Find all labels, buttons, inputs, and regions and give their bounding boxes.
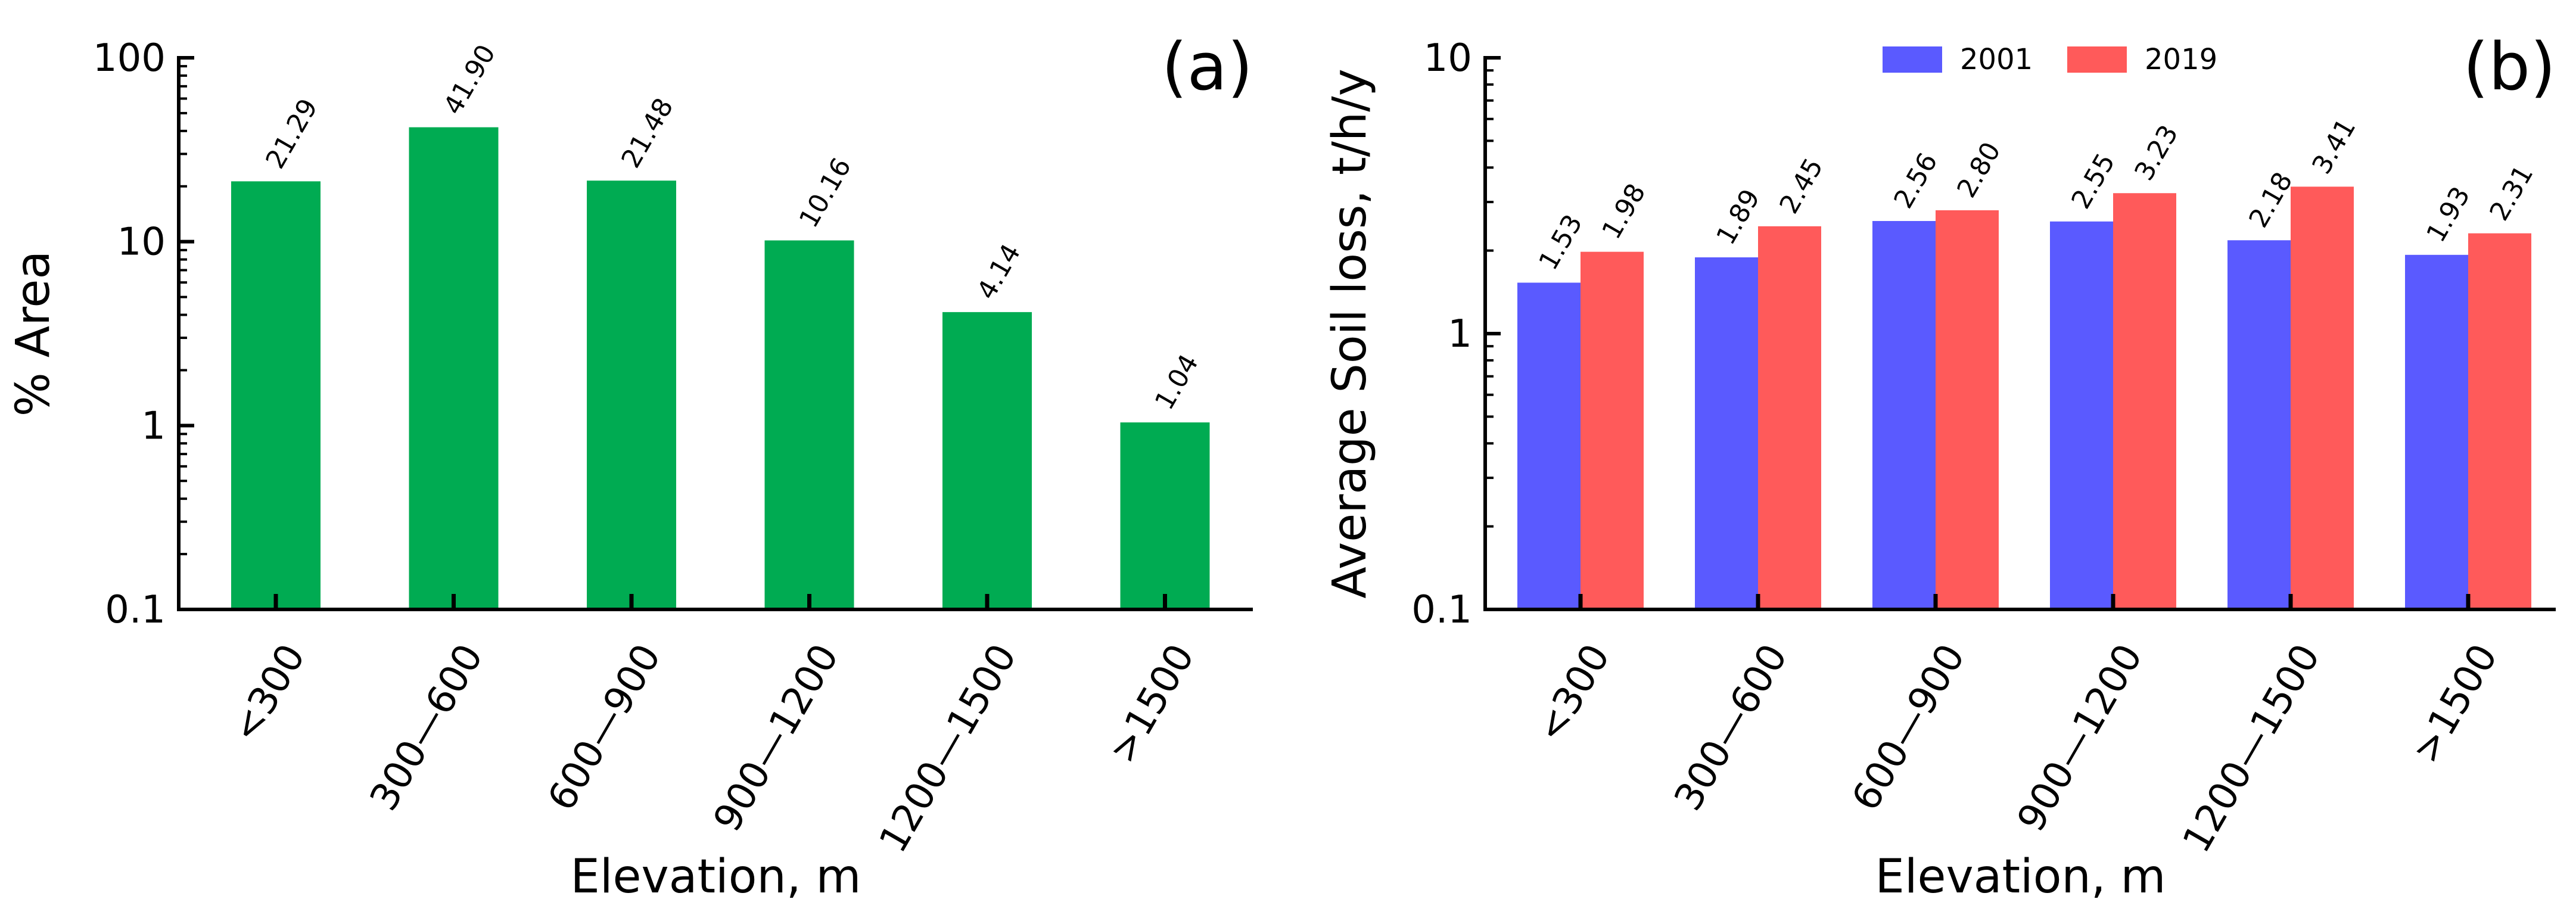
bar	[2113, 193, 2176, 609]
bar	[231, 181, 321, 610]
data-label: 1.93	[2421, 182, 2476, 247]
x-tick-label: 900—1200	[705, 637, 848, 839]
bar	[1581, 251, 1644, 609]
data-label: 2.31	[2484, 160, 2539, 226]
x-tick-label: <300	[223, 637, 314, 749]
data-label: 10.16	[794, 153, 857, 233]
y-tick-label: 10	[117, 220, 166, 265]
data-label: 21.29	[260, 94, 323, 174]
x-tick-label: 900—1200	[2009, 637, 2151, 839]
data-label: 3.41	[2306, 113, 2362, 179]
y-axis-title: % Area	[7, 251, 60, 416]
bar	[2227, 240, 2291, 609]
data-label: 1.04	[1149, 349, 1205, 415]
panel-label: (a)	[1162, 29, 1253, 105]
x-tick-label: >1500	[2404, 637, 2506, 770]
data-label: 3.23	[2129, 120, 2184, 185]
chart-panel-a: 21.29 <300 41.90 300—600 21.48 600—900 10.16 90…	[7, 29, 1253, 904]
x-tick-label: 300—600	[362, 637, 491, 818]
data-label: 41.90	[438, 40, 502, 120]
x-tick-label: 600—900	[1844, 637, 1974, 818]
bar	[587, 181, 676, 610]
bar	[764, 240, 854, 609]
bar	[2405, 254, 2468, 609]
x-tick-label: 1200—1500	[871, 637, 1025, 860]
legend-swatch	[2067, 46, 2127, 73]
y-axis-title: Average Soil loss, t/h/y	[1323, 69, 1377, 598]
y-tick-label: 0.1	[105, 588, 166, 632]
bar	[1872, 220, 1936, 610]
x-tick-label: <300	[1528, 637, 1619, 749]
x-tick-label: >1500	[1100, 637, 1203, 770]
data-label: 2.56	[1888, 148, 1943, 213]
data-label: 1.89	[1710, 184, 1766, 250]
bar	[2050, 221, 2113, 609]
x-tick-label: 1200—1500	[2174, 637, 2329, 860]
bar	[409, 127, 499, 610]
bar	[2468, 233, 2531, 609]
x-tick-label: 600—900	[540, 637, 670, 818]
x-axis-title: Elevation, m	[571, 850, 861, 904]
data-label: 2.18	[2243, 167, 2298, 232]
bar	[942, 312, 1032, 609]
panel-label: (b)	[2463, 29, 2556, 105]
bar	[1517, 282, 1581, 609]
bar	[2291, 186, 2354, 609]
legend-label: 2001	[1960, 43, 2033, 76]
y-tick-label: 10	[1424, 36, 1472, 80]
bar	[1120, 422, 1210, 609]
bar	[1936, 210, 1999, 609]
legend-swatch	[1883, 46, 1942, 73]
data-label: 4.14	[971, 239, 1026, 304]
chart-panel-b: 1.53 1.98 <300 1.89 2.45 300—600 2.56 2.80 600—9…	[1323, 29, 2556, 904]
x-axis-title: Elevation, m	[1875, 850, 2166, 904]
legend-label: 2019	[2145, 43, 2217, 76]
y-tick-label: 100	[93, 36, 166, 80]
data-label: 2.55	[2065, 148, 2121, 214]
x-tick-label: 300—600	[1666, 637, 1796, 818]
data-label: 1.98	[1596, 179, 1651, 244]
bar	[1758, 226, 1821, 609]
y-tick-label: 1	[1448, 312, 1472, 356]
bar	[1695, 257, 1758, 610]
data-label: 2.45	[1774, 153, 1829, 219]
y-tick-label: 1	[141, 404, 166, 448]
data-label: 21.48	[615, 93, 679, 173]
y-tick-label: 0.1	[1411, 588, 1472, 632]
legend: 2001 2019	[1883, 43, 2217, 76]
data-label: 1.53	[1533, 210, 1588, 275]
data-label: 2.80	[1951, 137, 2006, 203]
